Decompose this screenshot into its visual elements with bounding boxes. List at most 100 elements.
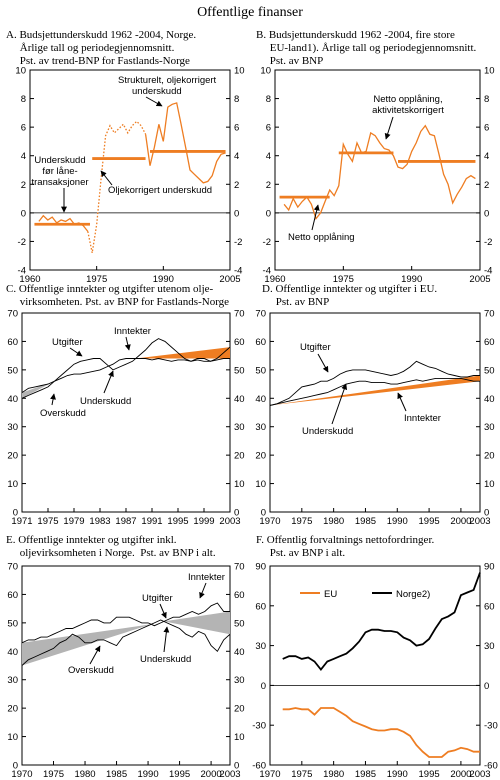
panel-c-inntekter-line xyxy=(21,358,230,393)
panel-e-xtick-label: 1975 xyxy=(43,769,64,780)
page-title: Offentlige finanser xyxy=(197,5,303,20)
panel-a-xtick-label: 1990 xyxy=(153,274,174,285)
panel-c-utgifter-line xyxy=(21,338,231,399)
annotation-netto-akt-2: aktivitetskorrigert xyxy=(372,105,444,116)
panel-a-xtick-label: 1975 xyxy=(86,274,107,285)
annotation-transaksjoner: transaksjoner xyxy=(31,177,88,188)
panel-d: D. Offentlige inntekter og utgifter i EU… xyxy=(255,283,494,527)
panel-c-ytick-label-left: 70 xyxy=(7,309,18,320)
panel-f-plot: -60 -60 -30 -30 0 0 30 30 60 60 90 90 1970 1975 1980 19… xyxy=(252,562,497,780)
panel-e-ytick-label-left: 70 xyxy=(7,562,18,573)
panel-f-frame xyxy=(269,565,481,766)
panel-c-xtick-label: 1971 xyxy=(11,516,32,527)
panel-b-ytick-label-right: 6 xyxy=(484,123,489,134)
panel-f-legend: EU Norge2) xyxy=(300,589,430,600)
legend-eu-label: EU xyxy=(324,589,337,600)
panel-b-plot: -4 -4 -2 -2 0 0 2 2 4 4 6 6 8 8 10 10 1960 1975 1990 2005 xyxy=(260,66,494,286)
panel-c-ytick-label-left: 40 xyxy=(7,394,18,405)
panel-d-xtick-label: 1995 xyxy=(419,516,440,527)
panel-a-series-line xyxy=(87,120,147,254)
arrow-c-underskudd xyxy=(103,370,114,394)
panel-c-surplus-area xyxy=(22,381,55,399)
annotation-oljekorrigert: Oljekorrigert underskudd xyxy=(108,185,212,196)
panel-b-title-line-3: Pst. av BNP xyxy=(256,55,323,67)
panel-b-ytick-label-left: 0 xyxy=(266,208,271,219)
arrow-e-overskudd xyxy=(89,645,101,665)
annotation-for-lane: før låne- xyxy=(42,166,77,177)
panel-b-frame xyxy=(274,69,481,271)
annotation-underskudd: Underskudd xyxy=(34,155,85,166)
panel-d-inntekter-line xyxy=(269,377,480,406)
panel-e-plot: 0 0 10 10 20 20 30 30 40 40 50 50 60 60 70 70 1970 1975 19… xyxy=(7,562,244,780)
panel-f-ytick-label-right: -30 xyxy=(484,721,498,732)
panel-a-ytick-label-right: 4 xyxy=(234,151,239,162)
panel-c-xtick-label: 1995 xyxy=(167,516,188,527)
panel-c-xtick-label: 1979 xyxy=(63,516,84,527)
panel-e: E. Offentlige inntekter og utgifter inkl… xyxy=(6,534,245,780)
panel-a-ytick-label-right: -4 xyxy=(234,266,242,277)
panel-c-ytick-label-left: 60 xyxy=(7,337,18,348)
panel-e-utgifter-line xyxy=(21,619,231,666)
panel-c-ytick-label-left: 20 xyxy=(7,451,18,462)
annotation-e-inntekter: Inntekter xyxy=(188,572,225,583)
panel-b-ytick-label-left: 2 xyxy=(266,180,271,191)
panel-a-ytick-label-left: 6 xyxy=(21,123,26,134)
arrow-c-inntekter xyxy=(124,336,131,351)
panel-f: F. Offentlig forvaltnings nettofordringe… xyxy=(252,534,497,780)
panel-e-inntekter-line xyxy=(21,602,230,644)
panel-e-ytick-label-right: 10 xyxy=(234,732,245,743)
panel-d-xtick-label: 1980 xyxy=(323,516,344,527)
annotation-strukturelt: Strukturelt, oljekorrigert xyxy=(118,75,217,86)
panel-b-ytick-label-right: 0 xyxy=(484,208,489,219)
panel-b-xtick-label: 1975 xyxy=(333,274,354,285)
panel-d-plot: 0 0 10 10 20 20 30 30 40 40 50 50 60 60 70 70 1970 1975 19… xyxy=(255,309,494,528)
arrow-e-utgifter xyxy=(159,603,167,619)
panel-c-ytick-label-right: 20 xyxy=(234,451,245,462)
panel-c-ytick-label-left: 50 xyxy=(7,365,18,376)
annotation-e-overskudd: Overskudd xyxy=(68,665,114,676)
legend-norge-label: Norge2) xyxy=(396,589,430,600)
panel-a-ytick-label-left: 10 xyxy=(15,66,26,77)
panel-b-ytick-label-right: 8 xyxy=(484,94,489,105)
panel-a-ytick-label-right: 2 xyxy=(234,180,239,191)
panel-b-ytick-label-left: 6 xyxy=(266,123,271,134)
panel-d-ytick-label-right: 10 xyxy=(484,479,495,490)
panel-c-ytick-label-right: 0 xyxy=(234,508,239,519)
panel-e-ytick-label-right: 40 xyxy=(234,647,245,658)
panel-c-xtick-label: 1975 xyxy=(37,516,58,527)
panel-e-ytick-label-left: 60 xyxy=(7,590,18,601)
panel-c-ytick-label-left: 10 xyxy=(7,479,18,490)
panel-e-xtick-label: 1990 xyxy=(137,769,158,780)
panel-a-ytick-label-left: 8 xyxy=(21,94,26,105)
panel-c-title-line-2: virksomheten. Pst. av BNP for Fastlands-… xyxy=(6,296,229,308)
panel-d-xtick-label: 1985 xyxy=(355,516,376,527)
arrow-d-inntekter xyxy=(397,392,407,412)
annotation-c-inntekter: Inntekter xyxy=(114,326,151,337)
arrow-c-utgifter xyxy=(69,347,83,357)
arrow-c-overskudd xyxy=(50,393,56,406)
panel-f-ytick-label-left: 30 xyxy=(255,641,266,652)
panel-f-xtick-label: 1990 xyxy=(387,769,408,780)
panel-e-xtick-label: 1980 xyxy=(74,769,95,780)
panel-e-ytick-label-left: 50 xyxy=(7,618,18,629)
panel-e-xtick-label: 1970 xyxy=(11,769,32,780)
panel-a-ytick-label-right: -2 xyxy=(234,237,242,248)
panel-b-xtick-label: 1990 xyxy=(401,274,422,285)
panel-c-xtick-label: 1987 xyxy=(115,516,136,527)
panel-e-ytick-label-right: 30 xyxy=(234,675,245,686)
panel-e-xtick-label: 1995 xyxy=(169,769,190,780)
panel-e-ytick-label-right: 50 xyxy=(234,618,245,629)
panel-e-title-line-2: oljevirksomheten i Norge. Pst. av BNP i … xyxy=(6,547,216,559)
annotation-netto-opplaning: Netto opplåning xyxy=(288,232,355,243)
panel-a-title-line-3: Pst. av trend-BNP for Fastlands-Norge xyxy=(6,55,190,67)
panel-c-xtick-label: 1999 xyxy=(193,516,214,527)
panel-a-ytick-label-left: -4 xyxy=(18,266,26,277)
panel-e-title-line-1: E. Offentlige inntekter og utgifter inkl… xyxy=(6,534,177,546)
panel-b-xtick-label: 1960 xyxy=(264,274,285,285)
panel-a-ytick-label-right: 6 xyxy=(234,123,239,134)
panel-d-ytick-label-right: 0 xyxy=(484,508,489,519)
panel-b: B. Budsjettunderskudd 1962 -2004, fire s… xyxy=(256,29,495,285)
panel-a-ytick-label-right: 10 xyxy=(234,66,245,77)
panel-b-ytick-label-right: -2 xyxy=(484,237,492,248)
panel-a-xtick-label: 2005 xyxy=(219,274,240,285)
